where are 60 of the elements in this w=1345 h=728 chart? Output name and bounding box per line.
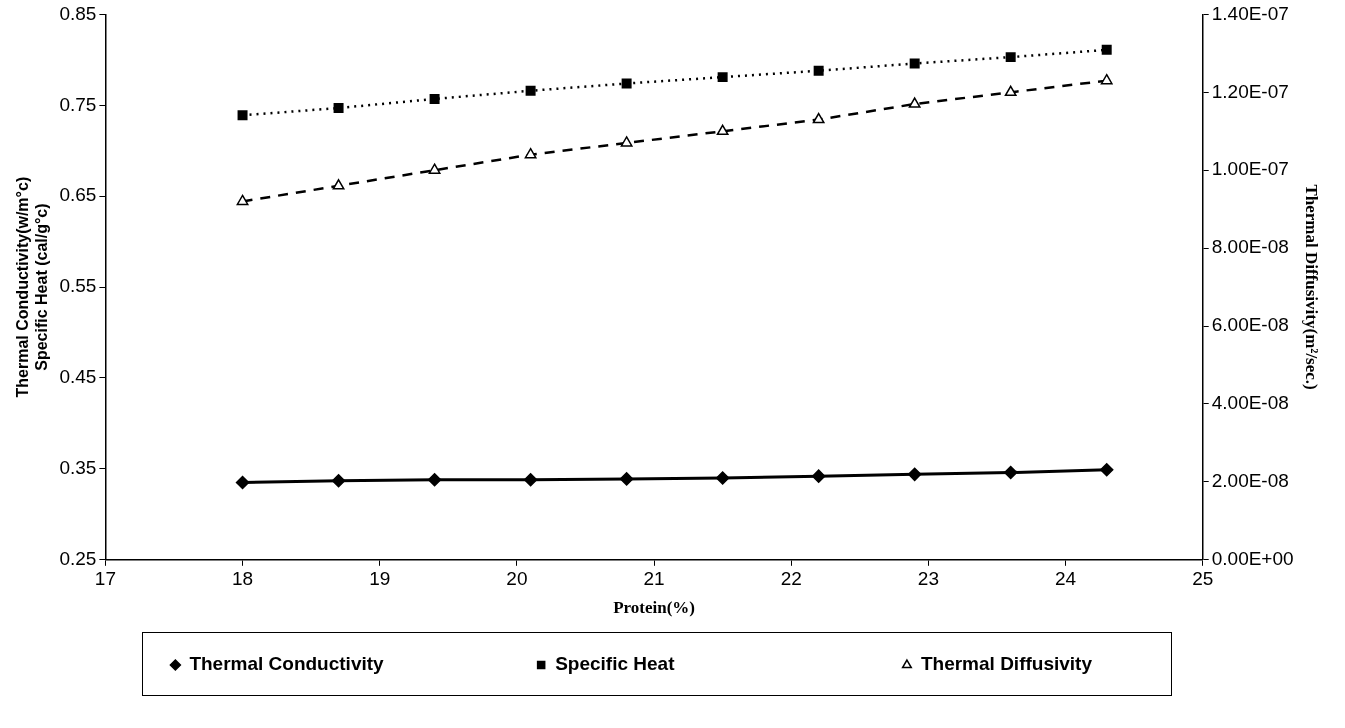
point <box>428 163 441 174</box>
x-tick-label: 24 <box>1054 568 1077 590</box>
y2-tick-label: 6.00E-08 <box>1211 314 1289 336</box>
point <box>717 72 728 83</box>
point <box>907 467 922 482</box>
point <box>1003 465 1018 480</box>
y2-tick-label: 2.00E-08 <box>1211 470 1289 492</box>
y-tick-label: 0.25 <box>59 548 97 570</box>
x-tick-label: 20 <box>506 568 528 590</box>
point <box>237 110 248 121</box>
y2-tick-label: 0.00E+00 <box>1211 548 1294 570</box>
point <box>1099 463 1114 477</box>
x-tick-label: 22 <box>780 568 802 590</box>
point <box>524 147 537 159</box>
y2-axis-title: Thermal Diffusivity(m²/sec.) <box>1302 184 1322 390</box>
point <box>1100 73 1113 85</box>
y-tick-label: 0.35 <box>59 457 97 479</box>
y2-tick-label: 1.40E-07 <box>1211 2 1289 24</box>
y2-tick-label: 4.00E-08 <box>1211 392 1289 414</box>
point <box>429 93 440 104</box>
y-tick-label: 0.85 <box>59 2 97 24</box>
point <box>812 112 825 124</box>
point <box>236 194 249 206</box>
x-axis-title: Protein(%) <box>613 598 695 618</box>
y2-tick-label: 1.00E-07 <box>1211 158 1289 180</box>
point <box>523 473 538 487</box>
point <box>619 472 634 486</box>
point <box>1004 85 1017 97</box>
x-tick-label: 21 <box>643 568 665 590</box>
point <box>333 103 344 114</box>
point <box>525 85 536 96</box>
point <box>908 97 921 108</box>
y-tick-label: 0.45 <box>59 366 97 388</box>
y-tick-label: 0.55 <box>59 275 97 297</box>
point <box>909 58 920 69</box>
y-axis-title: Thermal Conductivity(w/m°c) Specific Heat (cal/g°c) <box>14 176 51 398</box>
legend-label: Specific Heat <box>555 653 676 675</box>
x-tick-label: 19 <box>369 568 391 590</box>
y-tick-label: 0.75 <box>59 93 97 115</box>
point <box>811 469 826 483</box>
x-tick-label: 23 <box>917 568 939 590</box>
x-tick-label: 17 <box>94 568 116 590</box>
point <box>620 136 633 147</box>
point <box>1101 44 1112 55</box>
legend-label: Thermal Diffusivity <box>920 653 1093 675</box>
point <box>1005 52 1016 63</box>
x-tick-label: 25 <box>1192 568 1214 590</box>
point <box>716 124 729 136</box>
point <box>715 471 730 485</box>
legend-label: Thermal Conductivity <box>189 653 385 675</box>
point <box>427 473 442 487</box>
y2-tick-label: 1.20E-07 <box>1211 80 1289 102</box>
y2-tick-label: 8.00E-08 <box>1211 236 1289 258</box>
point <box>813 65 824 76</box>
point <box>621 78 632 89</box>
point <box>332 179 345 190</box>
point <box>235 475 250 490</box>
point <box>331 473 346 488</box>
x-tick-label: 18 <box>231 568 254 590</box>
y-tick-label: 0.65 <box>59 184 97 206</box>
